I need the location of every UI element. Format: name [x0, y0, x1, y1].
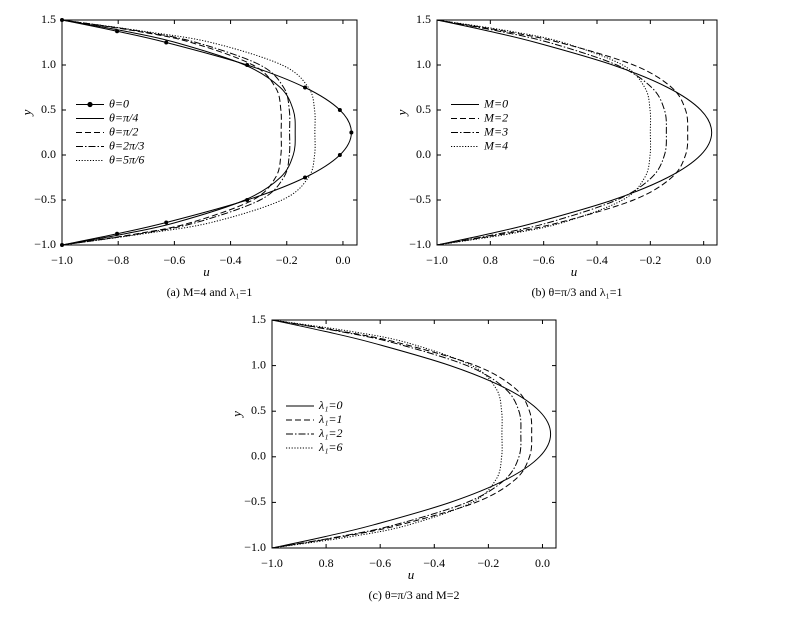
curve: [271, 319, 533, 549]
y-tick-label: 1.0: [251, 357, 266, 371]
y-tick-label: 1.5: [41, 12, 56, 26]
y-tick-label: 1.0: [41, 57, 56, 71]
curve: [61, 19, 291, 246]
x-tick-label: −0.2: [477, 556, 499, 570]
x-axis-label: u: [408, 567, 415, 582]
legend-label: θ=0: [109, 96, 129, 110]
y-tick-label: 1.5: [416, 12, 431, 26]
legend-label: θ=π/2: [109, 124, 138, 138]
plot-frame: [271, 319, 557, 549]
x-tick-label: 0.0: [535, 556, 550, 570]
x-tick-label: −1.0: [51, 253, 73, 267]
x-tick-label: −0.4: [586, 253, 608, 267]
marker: [303, 175, 308, 180]
marker: [349, 130, 354, 135]
legend-label: M=3: [483, 124, 508, 138]
legend-label: λ₁=6: [318, 440, 342, 454]
y-tick-label: 0.0: [251, 449, 266, 463]
curve: [61, 19, 316, 246]
caption: (c) θ=π/3 and M=2: [369, 588, 460, 602]
legend-label: M=0: [483, 96, 508, 110]
y-tick-label: −1.0: [409, 237, 431, 251]
y-tick-label: 0.0: [416, 147, 431, 161]
x-tick-label: −0.8: [107, 253, 129, 267]
x-tick-label: −0.4: [423, 556, 445, 570]
marker: [164, 220, 169, 225]
curve: [436, 19, 667, 246]
y-tick-label: −0.5: [34, 192, 56, 206]
y-axis-label: y: [229, 411, 244, 419]
caption: (b) θ=π/3 and λ₁=1: [532, 285, 623, 299]
x-tick-label: −0.6: [533, 253, 555, 267]
legend-label: θ=2π/3: [109, 138, 144, 152]
y-tick-label: 1.5: [251, 312, 266, 326]
x-axis-label: u: [203, 264, 210, 279]
curve: [271, 319, 522, 549]
curve: [271, 319, 552, 549]
x-tick-label: 0.0: [696, 253, 711, 267]
curve: [436, 19, 652, 246]
marker: [337, 108, 342, 112]
legend-label: λ₁=2: [318, 426, 342, 440]
caption: (a) M=4 and λ₁=1: [167, 285, 253, 299]
marker: [303, 85, 308, 90]
subplot: −1.0 −0.8 −0.6 −0.4 −0.2 0.0 1.5 1.0 0.5 0.0 −0.5 −…: [19, 12, 358, 299]
x-tick-label: 0.8: [319, 556, 334, 570]
x-tick-label: −1.0: [261, 556, 283, 570]
legend-marker: [87, 101, 93, 108]
y-tick-label: 0.5: [416, 102, 431, 116]
x-axis-label: u: [571, 264, 578, 279]
legend-label: M=4: [483, 138, 508, 152]
y-tick-label: 0.5: [41, 102, 56, 116]
plot-frame: [61, 19, 358, 246]
x-tick-label: 0.8: [483, 253, 498, 267]
marker: [337, 153, 342, 157]
y-tick-label: −1.0: [34, 237, 56, 251]
legend-label: M=2: [483, 110, 508, 124]
legend-label: λ₁=0: [318, 398, 342, 412]
x-tick-label: −1.0: [426, 253, 448, 267]
subplot: −1.0 0.8 −0.6 −0.4 −0.2 0.0 1.5 1.0 0.5 0.0 −0.5 −1…: [229, 312, 557, 602]
x-tick-label: 0.0: [335, 253, 350, 267]
curve: [61, 19, 296, 246]
x-tick-label: −0.2: [639, 253, 661, 267]
y-tick-label: 1.0: [416, 57, 431, 71]
x-tick-label: −0.2: [276, 253, 298, 267]
legend-label: θ=π/4: [109, 110, 138, 124]
plot-frame: [436, 19, 718, 246]
y-tick-label: −1.0: [244, 540, 266, 554]
legend-label: λ₁=1: [318, 412, 342, 426]
subplot: −1.0 0.8 −0.6 −0.4 −0.2 0.0 1.5 1.0 0.5 0.0 −0.5 −1…: [394, 12, 718, 299]
y-tick-label: −0.5: [409, 192, 431, 206]
y-tick-label: 0.5: [251, 403, 266, 417]
marker: [164, 40, 169, 45]
x-tick-label: −0.4: [220, 253, 242, 267]
x-tick-label: −0.6: [163, 253, 185, 267]
y-axis-label: y: [19, 109, 34, 117]
curve: [61, 19, 352, 246]
x-tick-label: −0.6: [369, 556, 391, 570]
curve: [61, 19, 282, 246]
y-axis-label: y: [394, 109, 409, 117]
curve: [271, 319, 503, 549]
y-tick-label: −0.5: [244, 494, 266, 508]
legend-label: θ=5π/6: [109, 152, 144, 166]
y-tick-label: 0.0: [41, 147, 56, 161]
curve: [436, 19, 713, 246]
